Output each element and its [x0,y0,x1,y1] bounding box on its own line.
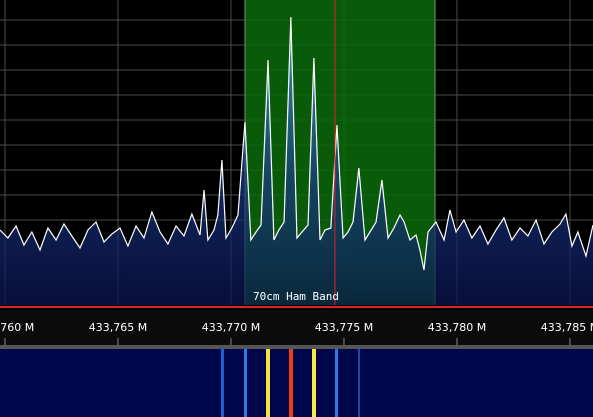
waterfall-trace [244,349,247,417]
waterfall-trace [289,349,293,417]
separator [0,345,593,349]
waterfall-trace [266,349,270,417]
x-tick-label: 433,760 M [0,321,34,334]
waterfall-trace [335,349,338,417]
spectrum-line [0,16,593,271]
waterfall [0,349,593,417]
x-tick-label: 433,780 M [428,321,486,334]
x-tick-label: 433,775 M [315,321,373,334]
waterfall-background [0,349,593,417]
waterfall-trace [312,349,316,417]
x-tick-label: 433,785 M [541,321,593,334]
waterfall-trace [221,349,224,417]
spectrum-fill [0,17,593,305]
x-tick-label: 433,765 M [89,321,147,334]
waterfall-trace [358,349,360,417]
axis-strip [0,310,593,345]
x-tick-label: 433,770 M [202,321,260,334]
band-label: 70cm Ham Band [253,290,339,303]
